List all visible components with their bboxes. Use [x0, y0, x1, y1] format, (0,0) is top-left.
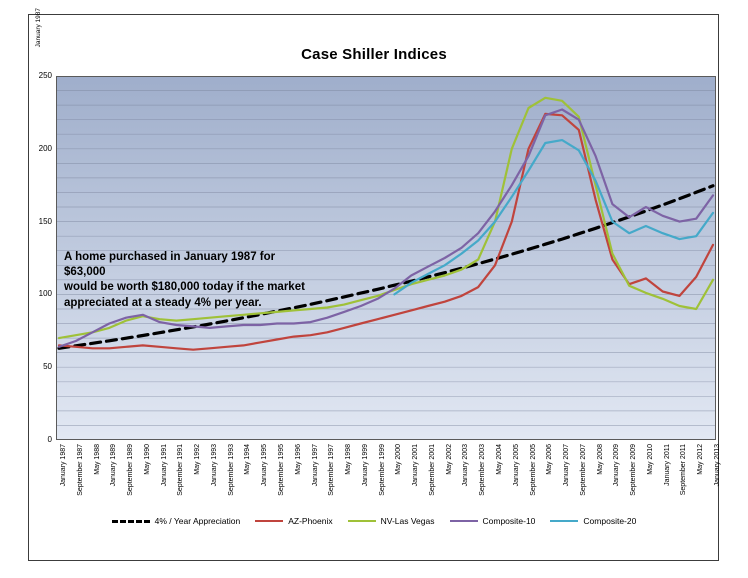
x-axis-label: January 2003 — [462, 444, 470, 487]
x-axis-label: September 1999 — [378, 444, 386, 496]
legend-line-swatch — [347, 520, 376, 522]
y-axis-label: 0 — [47, 435, 52, 444]
x-axis-label: January 2007 — [563, 444, 571, 487]
x-axis-label: September 1987 — [76, 444, 84, 496]
y-axis-label: 50 — [43, 362, 52, 372]
series-line-az-phoenix — [57, 112, 715, 351]
legend-label: Composite-20 — [583, 516, 637, 526]
legend-line-swatch — [255, 520, 284, 522]
legend-item-az-phoenix: AZ-Phoenix — [255, 516, 333, 526]
x-axis-label: January 1999 — [361, 444, 369, 487]
x-axis-label: May 1996 — [294, 444, 302, 475]
x-axis-label: September 2005 — [529, 444, 537, 496]
plot-background — [56, 76, 716, 440]
x-axis-label: January 2005 — [512, 444, 520, 487]
legend-line-swatch — [449, 520, 478, 522]
x-axis-label: January 2011 — [663, 444, 671, 486]
x-axis-label: January 2013 — [714, 444, 721, 487]
x-axis-label: May 1998 — [345, 444, 353, 475]
x-axis-label: September 2001 — [428, 444, 436, 496]
x-axis-label: January 2001 — [412, 444, 420, 487]
x-axis-label: January 1987 — [60, 444, 67, 487]
annotation-line: appreciated at a steady 4% per year. — [64, 296, 262, 309]
x-axis-label: September 1995 — [278, 444, 285, 496]
x-axis-label: May 2006 — [546, 444, 554, 475]
x-axis-label: May 1992 — [194, 444, 202, 475]
y-axis-label: 150 — [38, 216, 52, 226]
x-axis-label: January 2009 — [613, 444, 621, 487]
plot-border — [56, 76, 716, 440]
legend: 4% / Year Appreciation AZ-Phoenix NV-Las V… — [0, 516, 748, 526]
x-axis-label: September 2009 — [630, 444, 638, 496]
x-axis-label: May 1994 — [244, 444, 252, 475]
y-axis-label: 250 — [38, 71, 52, 80]
legend-item-nv-las-vegas: NV-Las Vegas — [347, 516, 435, 526]
x-axis-label: May 2000 — [395, 444, 403, 475]
x-axis-label: May 2004 — [496, 444, 503, 475]
x-axis-label: September 2011 — [680, 444, 688, 496]
y-axis-label: 100 — [38, 289, 52, 299]
x-axis-label: January 1989 — [110, 444, 118, 487]
x-axis-label: May 2012 — [697, 444, 705, 475]
x-axis-label: May 1990 — [143, 444, 151, 475]
legend-label: NV-Las Vegas — [380, 516, 435, 526]
chart-title: Case Shiller Indices — [301, 46, 447, 63]
x-axis-label: January 1997 — [311, 444, 319, 487]
x-axis-label: May 2010 — [646, 444, 654, 475]
series-line-4-year-appreciation — [57, 184, 715, 350]
series-line-composite-20 — [393, 139, 715, 296]
annotation-line: would be worth $180,000 today if the mar… — [64, 281, 305, 294]
x-axis-label: January 1991 — [160, 444, 168, 487]
x-axis-label: May 1988 — [93, 444, 101, 475]
legend-item-composite-10: Composite-10 — [449, 516, 536, 526]
legend-label: 4% / Year Appreciation — [154, 516, 241, 526]
x-axis-label: May 2002 — [445, 444, 453, 475]
annotation-text: A home purchased in January 1987 for $63… — [64, 250, 314, 311]
x-axis-label: September 2007 — [579, 444, 587, 496]
corner-artifact-label: January 1987 — [35, 8, 42, 48]
x-axis-label: September 1991 — [177, 444, 185, 496]
x-axis-label: September 1989 — [127, 444, 135, 496]
x-axis-label: January 1993 — [210, 444, 218, 487]
legend-item-4-year-appreciation: 4% / Year Appreciation — [111, 516, 241, 526]
x-axis-label: May 2008 — [596, 444, 604, 475]
legend-label: AZ-Phoenix — [288, 516, 333, 526]
plot-area — [56, 76, 716, 440]
x-axis-label: September 2003 — [479, 444, 487, 496]
legend-line-swatch — [550, 520, 579, 522]
x-axis-label: September 1997 — [328, 444, 336, 496]
legend-label: Composite-10 — [482, 516, 536, 526]
x-axis-label: September 1993 — [227, 444, 235, 496]
x-axis-label: January 1995 — [261, 444, 269, 487]
legend-line-swatch — [111, 519, 150, 523]
series-line-composite-10 — [57, 108, 715, 348]
y-axis-label: 200 — [38, 143, 52, 153]
annotation-line: A home purchased in January 1987 for $63… — [64, 251, 276, 279]
legend-item-composite-20: Composite-20 — [550, 516, 636, 526]
